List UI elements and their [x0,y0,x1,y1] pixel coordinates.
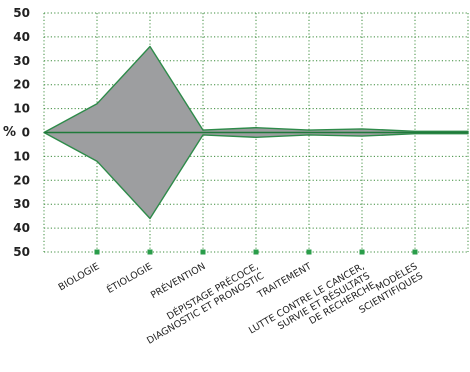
y-axis-label: % [3,125,16,140]
y-tick-label: 30 [13,197,30,211]
y-tick-labels: 50 40 30 20 10 0 10 20 30 40 50 [13,6,30,259]
y-tick-label: 40 [13,221,30,235]
y-tick-label: 10 [13,149,30,163]
y-tick-label: 0 [22,126,30,140]
y-tick-label: 10 [13,102,30,116]
category-label-line: BIOLOGIE [57,261,102,293]
y-tick-label: 50 [13,245,30,259]
category-label-line: DIAGNOSTIC ET PRONOSTIC [145,270,266,346]
category-marker [147,249,153,255]
y-tick-label: 40 [13,30,30,44]
y-tick-label: 20 [13,78,30,92]
y-tick-label: 50 [13,6,30,20]
category-marker [412,249,418,255]
y-tick-label: 20 [13,173,30,187]
category-marker [94,249,100,255]
axis-layer [44,131,468,255]
category-label: ÉTIOLOGIE [105,260,155,296]
category-marker [253,249,259,255]
category-marker [306,249,312,255]
y-tick-label: 30 [13,54,30,68]
category-label-line: ÉTIOLOGIE [105,260,155,296]
category-marker [200,249,206,255]
category-marker [359,249,365,255]
category-label: BIOLOGIE [57,261,102,293]
